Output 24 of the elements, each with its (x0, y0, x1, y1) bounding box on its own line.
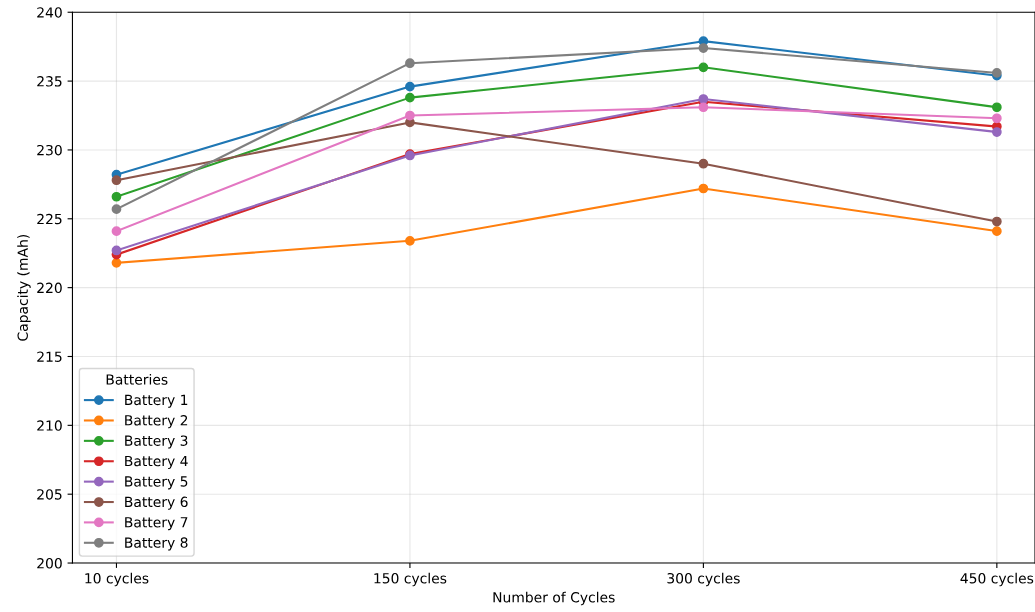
y-tick-label: 225 (37, 213, 62, 225)
legend-label: Battery 5 (125, 476, 188, 490)
y-tick-label: 205 (37, 489, 62, 500)
y-tick-label: 215 (37, 351, 62, 362)
x-tick-label: 450 cycles (960, 572, 1034, 587)
y-tick-label: 220 (37, 282, 62, 294)
legend-label: Battery 6 (125, 496, 188, 510)
x-tick-label: 150 cycles (374, 572, 447, 587)
legend-label: Battery 4 (125, 455, 188, 469)
y-tick-label: 200 (37, 558, 62, 569)
x-tick-label: 300 cycles (667, 572, 740, 587)
legend-label: Battery 2 (125, 415, 188, 429)
y-tick-label: 210 (37, 420, 62, 431)
y-tick-label: 240 (37, 7, 62, 18)
legend-label: Battery 1 (125, 394, 188, 408)
legend-label: Battery 3 (125, 435, 188, 449)
legend-label: Battery 8 (125, 537, 188, 551)
x-axis-title: Number of Cycles (493, 591, 615, 606)
x-tick-label: 10 cycles (85, 572, 149, 587)
legend-title: Batteries (106, 374, 168, 385)
legend-label: Battery 7 (125, 517, 188, 531)
y-tick-label: 230 (37, 144, 62, 156)
y-tick-label: 235 (37, 76, 62, 87)
y-axis-title: Capacity (mAh) (17, 234, 31, 341)
